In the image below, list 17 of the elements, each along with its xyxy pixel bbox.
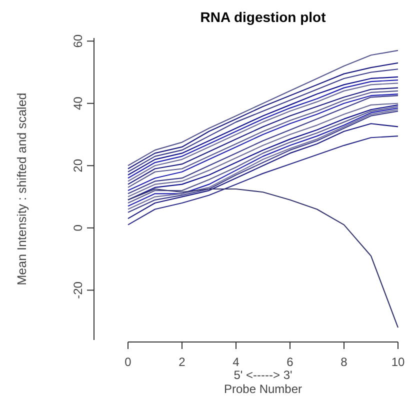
x-tick-label: 4 bbox=[232, 355, 240, 369]
line-series bbox=[127, 188, 399, 328]
y-tick-label: -20 bbox=[71, 281, 85, 299]
x-tick-label: 6 bbox=[286, 355, 294, 369]
y-tick-label: 0 bbox=[71, 224, 85, 232]
y-tick-label: 20 bbox=[71, 158, 85, 172]
y-axis-title: Mean Intensity : shifted and scaled bbox=[15, 92, 29, 286]
x-tick-label: 0 bbox=[124, 355, 132, 369]
x-tick-label: 8 bbox=[340, 355, 348, 369]
y-tick-label: 40 bbox=[71, 96, 85, 110]
x-tick-label: 10 bbox=[391, 355, 405, 369]
chart-title: RNA digestion plot bbox=[200, 9, 326, 25]
x-tick-label: 2 bbox=[178, 355, 186, 369]
x-axis-title: 5' <-----> 3' Probe Number bbox=[224, 368, 302, 396]
y-tick-label: 60 bbox=[71, 34, 85, 48]
line-series bbox=[127, 123, 399, 220]
line-series bbox=[127, 136, 399, 226]
